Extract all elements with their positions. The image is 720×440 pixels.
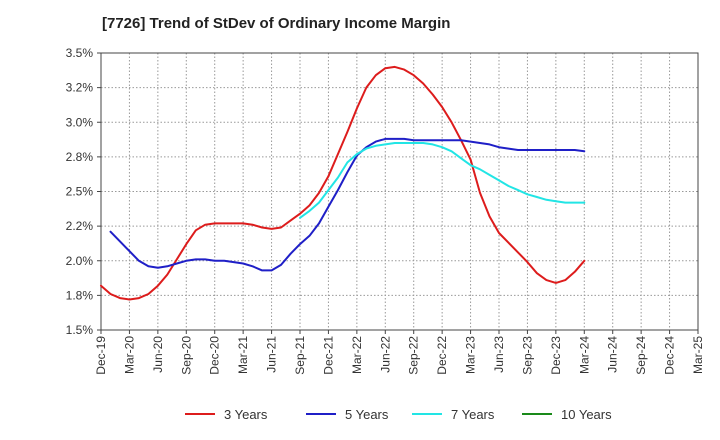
x-tick-label: Jun-22 [378,336,392,373]
x-tick-label: Sep-20 [179,336,193,375]
y-tick-label: 3.2% [66,81,94,95]
x-tick-label: Sep-22 [407,336,421,375]
series-line-5-years [109,137,586,272]
y-tick-label: 2.8% [66,150,94,164]
x-tick-label: Dec-19 [94,336,108,375]
legend-label-10-years: 10 Years [561,407,612,422]
x-tick-label: Jun-21 [265,336,279,373]
legend-label-7-years: 7 Years [451,407,495,422]
y-tick-label: 1.8% [66,288,94,302]
chart-title: [7726] Trend of StDev of Ordinary Income… [102,15,450,32]
x-tick-label: Dec-21 [321,336,335,375]
x-tick-label: Jun-23 [492,336,506,373]
y-tick-label: 3.5% [66,46,94,60]
legend-label-5-years: 5 Years [345,407,389,422]
x-tick-label: Dec-23 [549,336,563,375]
x-tick-label: Sep-23 [520,336,534,375]
x-tick-label: Dec-20 [208,336,222,375]
y-tick-label: 3.0% [66,115,94,129]
y-tick-label: 2.2% [66,219,94,233]
legend-label-3-years: 3 Years [224,407,268,422]
grid [101,53,698,330]
x-tick-label: Mar-25 [691,336,705,374]
legend: 3 Years 5 Years 7 Years 10 Years [185,407,612,422]
x-tick-label: Jun-20 [151,336,165,373]
y-tick-label: 1.5% [66,323,94,337]
x-tick-label: Mar-21 [236,336,250,374]
x-tick-label: Dec-24 [663,336,677,375]
x-axis: Dec-19 Mar-20 Jun-20 Sep-20 Dec-20 Mar-21 Jun-… [94,330,705,375]
y-tick-label: 2.5% [66,185,94,199]
x-tick-label: Dec-22 [435,336,449,375]
y-axis: 1.5% 1.8% 2.0% 2.2% 2.5% 2.8% 3.0% 3.2% 3.5% [66,46,101,337]
y-tick-label: 2.0% [66,254,94,268]
series-line-3-years [100,65,586,301]
x-tick-label: Mar-20 [122,336,136,374]
series-line-7-years [299,142,586,219]
x-tick-label: Mar-23 [464,336,478,374]
x-tick-label: Mar-24 [577,336,591,374]
series-lines [100,65,586,301]
x-tick-label: Mar-22 [350,336,364,374]
x-tick-label: Jun-24 [606,336,620,373]
x-tick-label: Sep-24 [634,336,648,375]
x-tick-label: Sep-21 [293,336,307,375]
